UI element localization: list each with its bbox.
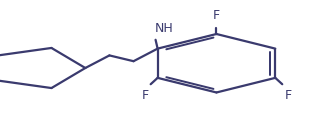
Text: F: F xyxy=(284,89,291,102)
Text: NH: NH xyxy=(155,22,173,35)
Text: F: F xyxy=(213,9,220,22)
Text: F: F xyxy=(142,89,149,102)
